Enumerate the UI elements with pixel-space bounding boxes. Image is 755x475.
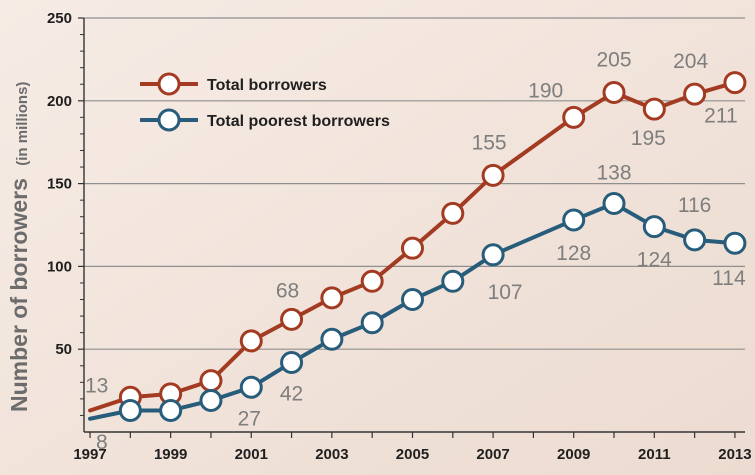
x-tick-label-2003: 2003 [315,446,348,463]
x-tick-label-2009: 2009 [557,446,590,463]
legend-marker-total-poorest-borrowers [157,108,181,132]
data-label-series-0-2010: 205 [596,49,631,72]
data-label-series-1-2012: 116 [678,194,711,217]
data-label-series-1-2007: 107 [488,281,523,304]
series-1-point-2001 [239,375,263,399]
series-0-point-2011 [642,97,666,121]
series-1-point-2002 [280,350,304,374]
legend-label-total-poorest-borrowers: Total poorest borrowers [207,113,390,130]
series-line-1 [88,201,737,421]
data-label-series-0-2007: 155 [472,131,507,154]
series-1-point-2011 [642,215,666,239]
series-1-point-2010 [602,191,626,215]
series-layer [88,71,747,422]
axes [78,17,745,438]
data-label-series-1-2010: 138 [596,161,631,184]
series-1-point-2003 [320,327,344,351]
y-tick-label-100: 100 [47,258,72,275]
series-0-point-2000 [199,369,223,393]
data-label-series-0-2002: 68 [276,279,299,302]
y-tick-label-50: 50 [55,341,72,358]
legend-marker-total-borrowers [157,72,181,96]
series-0-point-2009 [562,105,586,129]
data-label-series-1-2013: 114 [712,267,746,290]
data-label-series-1-2011: 124 [637,249,672,272]
grid-lines [84,17,745,350]
series-1-point-2009 [562,208,586,232]
legend-item-total-borrowers: Total borrowers [140,72,327,96]
series-0-point-2003 [320,286,344,310]
series-0-point-2002 [280,307,304,331]
data-label-series-0-1997: 13 [85,374,108,397]
series-0-point-2007 [481,163,505,187]
x-tick-label-1999: 1999 [154,446,187,463]
x-tick-label-1997: 1997 [73,446,106,463]
legend-item-total-poorest-borrowers: Total poorest borrowers [140,108,390,132]
series-0-point-2001 [239,329,263,353]
legend: Total borrowers Total poorest borrowers [140,72,390,132]
series-1-point-1999 [159,398,183,422]
data-labels: 13 68 155 190 205 195 204 211 8 27 42 107 128 138 124 1… [85,49,746,454]
legend-label-total-borrowers: Total borrowers [207,77,327,94]
data-label-series-0-2012: 204 [673,50,708,73]
series-1-point-2007 [481,243,505,267]
y-tick-label-250: 250 [47,10,72,27]
x-tick-label-2005: 2005 [396,446,429,463]
series-1-point-2005 [400,288,424,312]
y-tick-label-150: 150 [47,176,72,193]
x-tick-label-2001: 2001 [235,446,268,463]
data-label-series-1-2001: 27 [238,407,261,430]
series-1-point-2006 [441,269,465,293]
series-1-point-1998 [118,398,142,422]
series-0-point-2010 [602,81,626,105]
y-axis-title-main: Number of borrowers [6,178,32,412]
x-tick-label-2011: 2011 [638,446,671,463]
series-1-point-2012 [683,228,707,252]
series-0-point-2004 [360,269,384,293]
data-label-series-0-2009: 190 [528,79,563,102]
x-tick-label-2007: 2007 [476,446,509,463]
y-axis-tick-labels: 50 100 150 200 250 [47,10,72,358]
data-label-series-1-2002: 42 [280,382,303,405]
y-tick-label-200: 200 [47,93,72,110]
x-tick-label-2013: 2013 [718,446,751,463]
y-axis-title: Number of borrowers (in millions) [6,82,32,412]
series-1-point-2000 [199,389,223,413]
series-0-point-2013 [723,71,747,95]
series-1-point-2013 [723,231,747,255]
data-label-series-1-2009: 128 [556,242,591,265]
series-0-point-2012 [683,82,707,106]
series-1-point-2004 [360,311,384,335]
series-0-point-2005 [400,236,424,260]
data-label-series-0-2013: 211 [704,105,737,128]
x-axis-tick-labels: 1997 1999 2001 2003 2005 2007 2009 2011 2013 [73,446,751,463]
y-axis-title-unit: (in millions) [14,82,31,166]
data-label-series-0-2011: 195 [631,127,666,150]
series-0-point-2006 [441,201,465,225]
data-label-series-1-1997: 8 [96,431,108,454]
series-line-0 [88,80,737,413]
